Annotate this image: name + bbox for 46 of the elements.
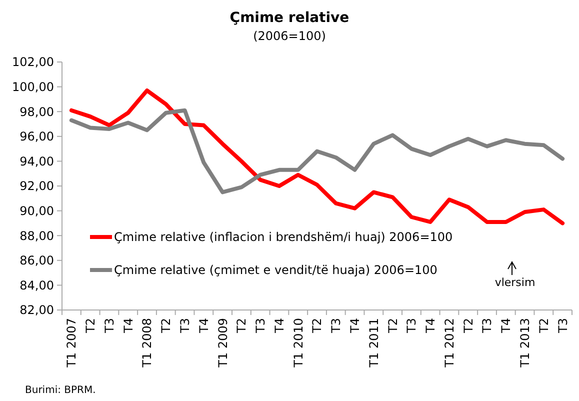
y-tick-label: 98,00 [20, 104, 54, 119]
chart-title: Çmime relative [230, 10, 350, 26]
x-tick-label: T4 [424, 318, 438, 334]
x-tick-label: T4 [196, 318, 211, 334]
y-tick-label: 94,00 [20, 154, 54, 168]
x-tick-label: T3 [254, 318, 268, 334]
y-tick-label: 102,00 [12, 55, 54, 70]
text: Burimi: BPRM. [25, 385, 96, 396]
x-tick-label: T4 [272, 318, 286, 334]
x-tick-label: T3 [480, 318, 494, 334]
x-tick-label: T1 2012 [442, 318, 456, 368]
legend-label: Çmime relative (çmimet e vendit/të huaja) 2006=100 [114, 263, 438, 278]
y-tick-label: 100,00 [12, 80, 54, 94]
y-tick-label: 90,00 [20, 204, 54, 218]
x-tick-label: T3 [178, 318, 192, 334]
x-tick-label: T1 2008 [140, 318, 154, 368]
legend-label: Çmime relative (inflacion i brendshëm/i huaj) 2006=100 [114, 230, 453, 244]
y-tick-label: 82,00 [20, 303, 54, 318]
x-tick-label: T2 [386, 318, 400, 334]
x-tick-label: T2 [159, 318, 174, 334]
x-tick-label: T3 [556, 318, 570, 334]
y-tick-label: 88,00 [20, 228, 54, 243]
x-tick-label: T3 [329, 318, 344, 334]
x-tick-label: T1 2013 [518, 318, 532, 368]
x-tick-label: T1 2010 [291, 318, 306, 368]
x-tick-label: T4 [499, 318, 514, 334]
x-tick-label: T3 [404, 318, 419, 334]
y-tick-label: 96,00 [20, 130, 54, 144]
x-tick-label: T3 [102, 318, 116, 334]
y-tick-label: 92,00 [20, 179, 54, 194]
x-tick-label: T1 2007 [64, 318, 79, 368]
x-tick-label: T2 [461, 318, 476, 334]
x-tick-label: T2 [84, 318, 98, 334]
x-tick-label: T2 [234, 318, 249, 334]
annotation: vlersim [494, 276, 536, 289]
x-tick-label: T1 2009 [216, 318, 230, 368]
x-tick-label: T2 [310, 318, 324, 334]
chart-subtitle: (2006=100) [253, 29, 326, 43]
line-series [69, 108, 565, 194]
x-tick-label: T4 [121, 318, 136, 334]
y-tick-label: 86,00 [20, 254, 54, 268]
x-tick-label: T2 [536, 318, 551, 334]
y-tick-label: 84,00 [20, 278, 54, 292]
x-tick-label: T1 2011 [366, 318, 381, 368]
x-tick-label: T4 [348, 318, 362, 334]
line-series [69, 88, 565, 226]
